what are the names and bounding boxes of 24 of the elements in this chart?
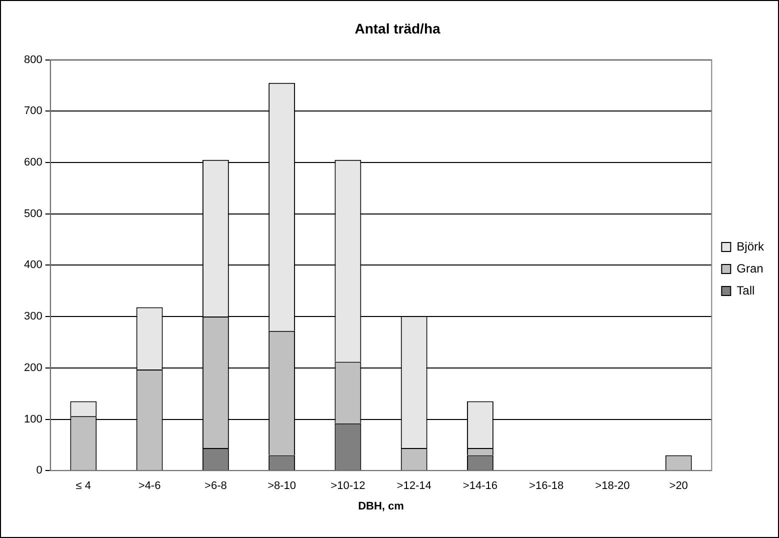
- x-tick-label: >6-8: [204, 480, 227, 492]
- x-tick-label: >12-14: [396, 480, 432, 492]
- legend-label: Tall: [736, 283, 755, 298]
- x-tick-label: >4-6: [138, 480, 161, 492]
- x-tick-label: >8-10: [268, 480, 296, 492]
- y-tick-label: 600: [24, 156, 42, 169]
- x-axis-title: DBH, cm: [358, 500, 404, 512]
- y-tick-label: 700: [24, 105, 42, 118]
- y-tick-label: 0: [36, 464, 42, 477]
- y-tick-label: 800: [24, 54, 42, 66]
- y-tick-label: 200: [24, 362, 42, 374]
- x-tick-label: >18-20: [595, 480, 630, 492]
- legend-label: Gran: [736, 261, 764, 276]
- x-tick-label: >20: [669, 480, 688, 492]
- y-tick-label: 300: [24, 310, 42, 323]
- legend-label: Björk: [736, 239, 765, 254]
- y-tick-label: 100: [24, 413, 42, 426]
- x-tick-label: >14-16: [462, 480, 498, 492]
- y-tick-label: 500: [24, 208, 42, 220]
- x-tick-label: >10-12: [330, 480, 366, 492]
- y-tick-label: 400: [24, 259, 42, 272]
- x-tick-label: ≤ 4: [76, 480, 92, 492]
- chart-title: Antal träd/ha: [354, 20, 440, 36]
- x-tick-label: >16-18: [529, 480, 564, 492]
